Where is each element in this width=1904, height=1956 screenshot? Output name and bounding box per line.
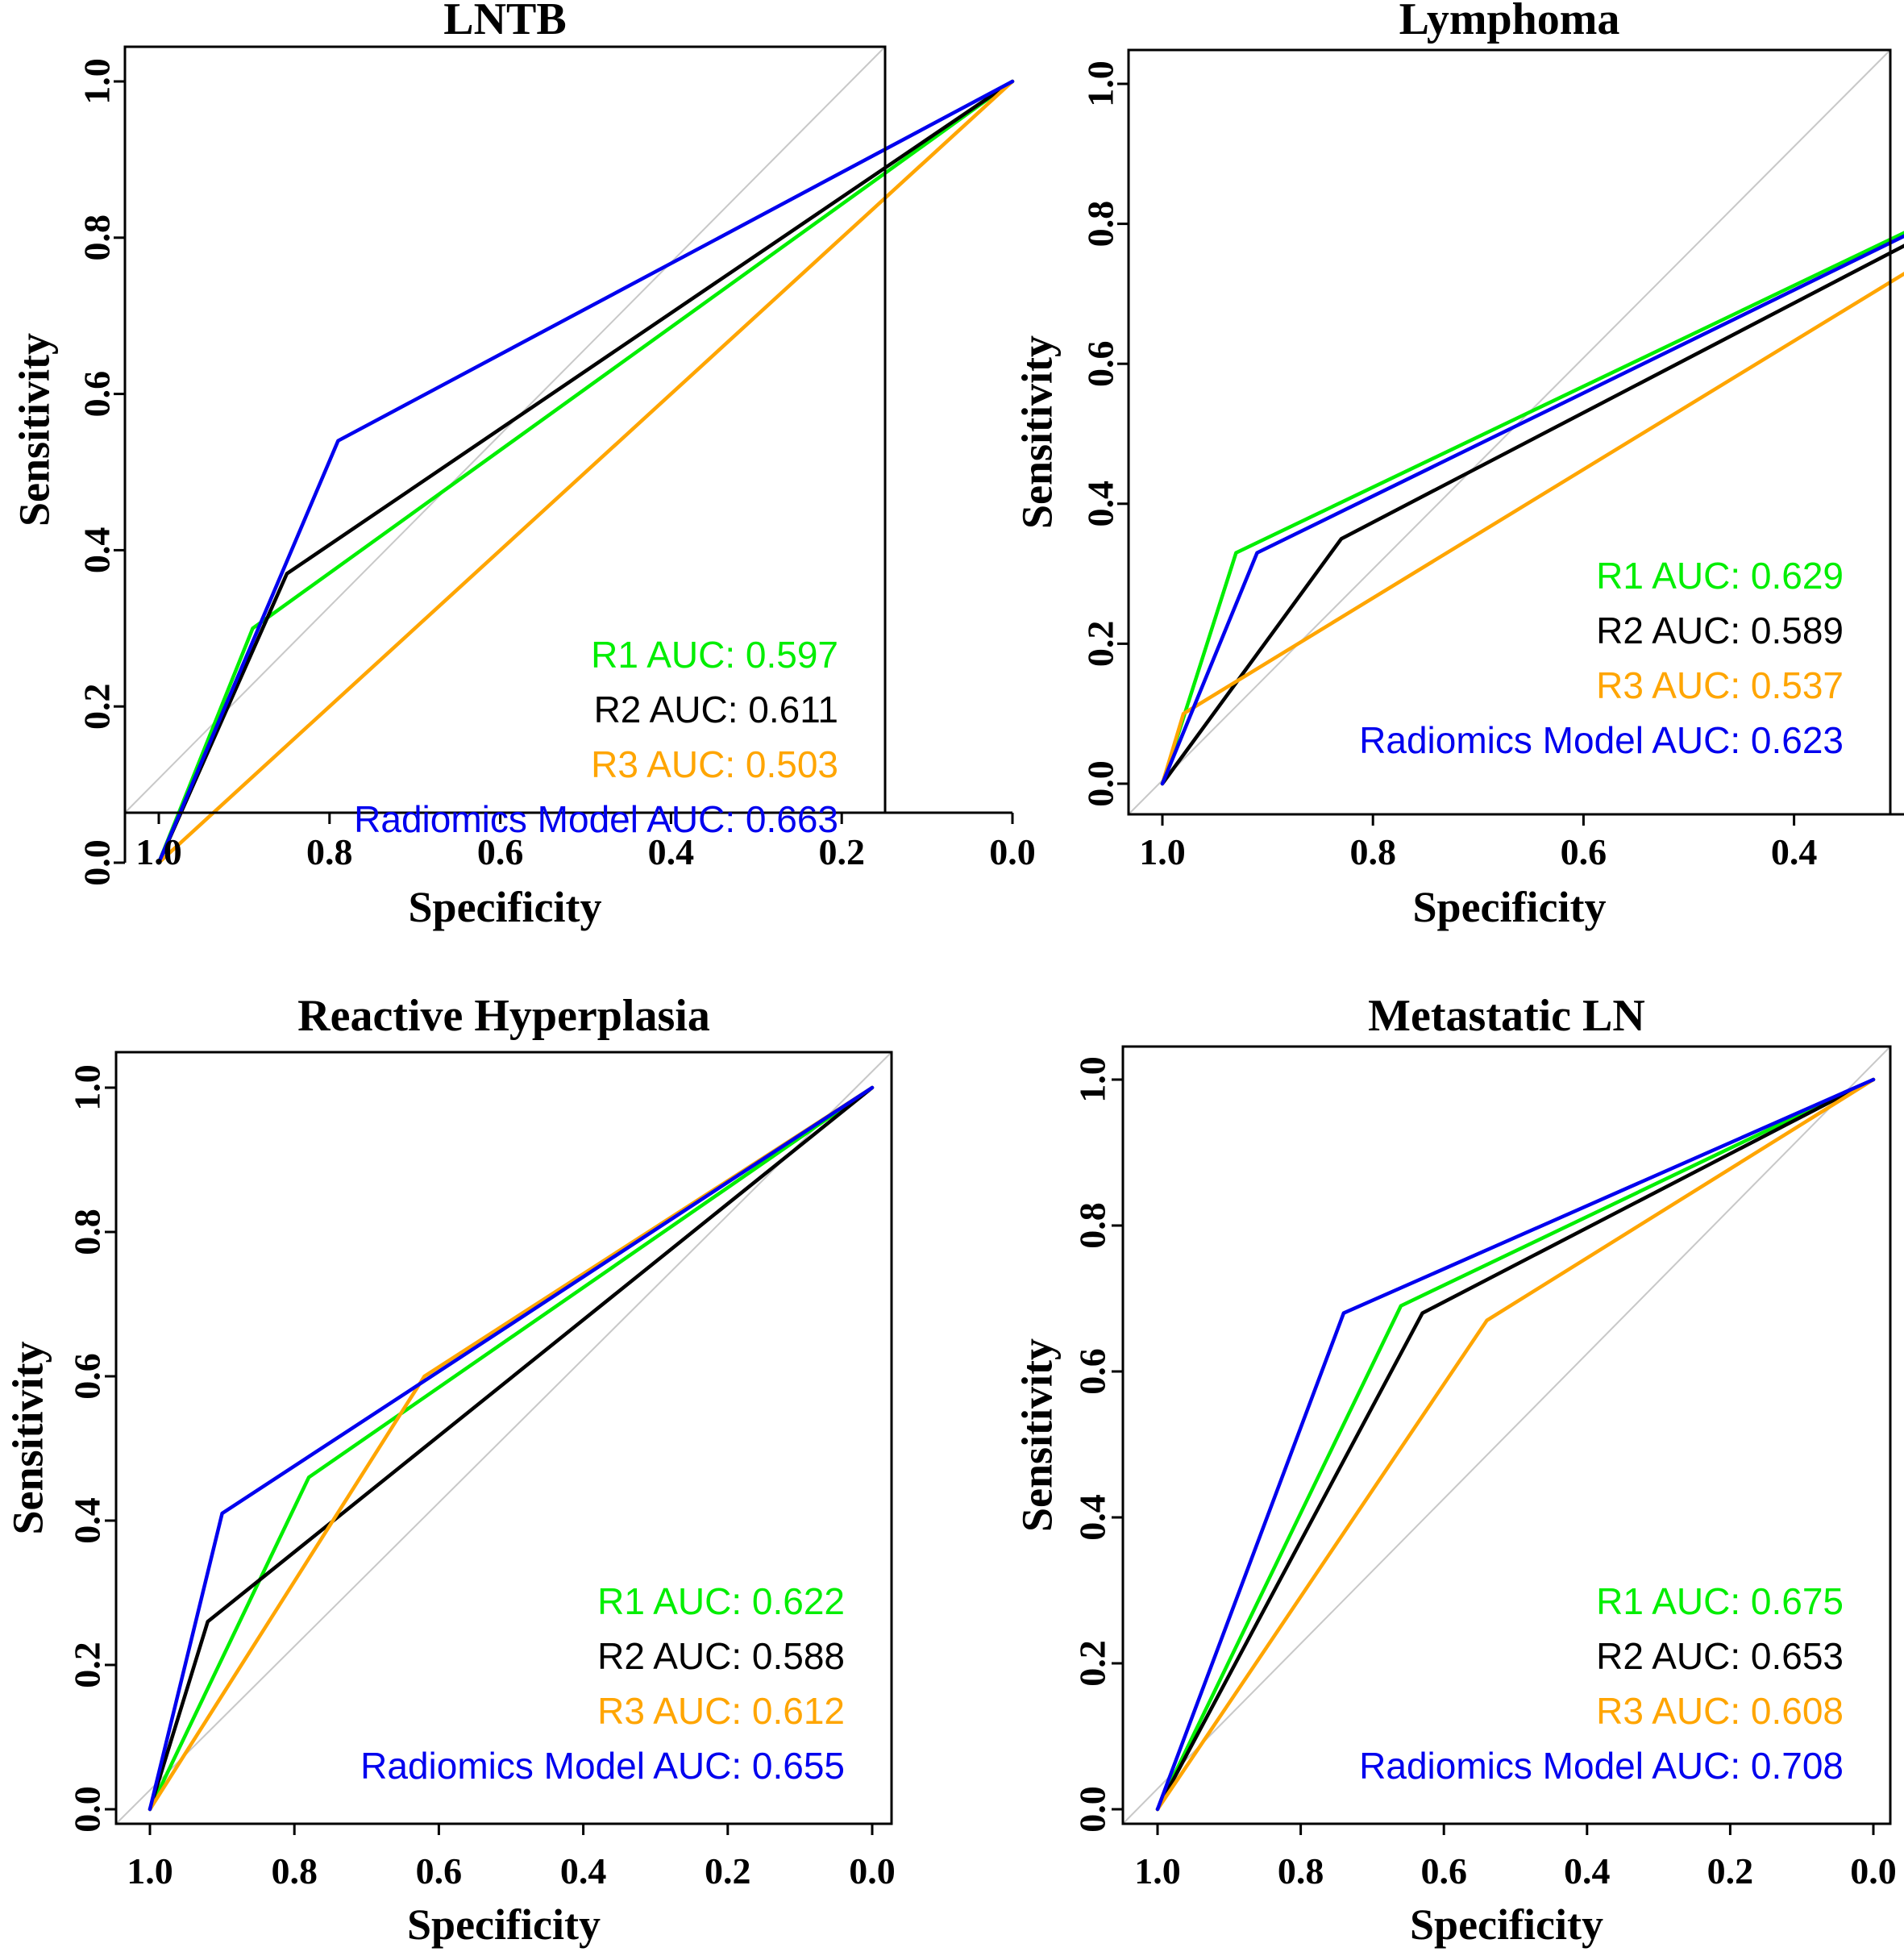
series-line-r2 — [148, 1085, 875, 1812]
x-tick-label: 1.0 — [1134, 1850, 1181, 1891]
y-tick-label: 0.8 — [1072, 1202, 1113, 1249]
x-tick-label: 0.0 — [849, 1850, 896, 1891]
x-tick-label: 0.8 — [1349, 831, 1396, 872]
legend-entry-r2: R2 AUC: 0.589 — [1596, 610, 1844, 651]
y-tick-label: 0.6 — [67, 1353, 108, 1400]
legend-entry-r3: R3 AUC: 0.537 — [1596, 664, 1844, 706]
roc-panel-4: Metastatic LN 1.0 0.8 0.6 0.4 0.2 0.0 0.0 0.2 0.4… — [1012, 991, 1896, 1949]
x-tick-label: 0.6 — [477, 831, 524, 872]
y-tick-label: 0.2 — [77, 683, 118, 730]
reference-diagonal — [124, 46, 886, 814]
series-line-radiomics-model — [1160, 234, 1904, 786]
y-tick-label: 0.6 — [77, 371, 118, 417]
y-tick-label: 0.8 — [77, 214, 118, 261]
reference-diagonal — [115, 1051, 892, 1825]
y-axis-label: Sensitivity — [1012, 1338, 1061, 1532]
x-tick-label: 1.0 — [127, 1850, 173, 1891]
y-tick-label: 0.0 — [1080, 760, 1121, 807]
y-tick-label: 0.4 — [77, 527, 118, 574]
legend-entry-r1: R1 AUC: 0.597 — [591, 634, 838, 676]
x-tick-label: 0.4 — [1564, 1850, 1611, 1891]
series-line-r2 — [1155, 1077, 1876, 1812]
series-line-r1 — [148, 1085, 875, 1812]
x-axis-label: Specificity — [409, 883, 602, 931]
y-axis-label: Sensitivity — [10, 333, 58, 526]
chart-title: Reactive Hyperplasia — [297, 991, 710, 1041]
x-tick-label: 0.4 — [648, 831, 695, 872]
series-line-r3 — [1160, 271, 1904, 786]
legend-entry-r1: R1 AUC: 0.629 — [1596, 555, 1844, 597]
x-tick-label: 0.0 — [989, 831, 1036, 872]
y-tick-label: 1.0 — [1080, 60, 1121, 107]
roc-panel-3: Reactive Hyperplasia 1.0 0.8 0.6 0.4 0.2 0.0 0.… — [3, 991, 895, 1949]
y-axis-label: Sensitivity — [3, 1341, 52, 1534]
x-tick-label: 0.8 — [1278, 1850, 1324, 1891]
legend-entry-r1: R1 AUC: 0.622 — [597, 1580, 845, 1622]
x-tick-label: 0.8 — [306, 831, 353, 872]
series-line-r3 — [1155, 1077, 1876, 1812]
x-tick-label: 0.6 — [416, 1850, 463, 1891]
legend-entry-r1: R1 AUC: 0.675 — [1596, 1580, 1844, 1622]
x-tick-label: 0.6 — [1420, 1850, 1467, 1891]
series-line-radiomics-model — [1155, 1077, 1876, 1812]
x-axis-label: Specificity — [1410, 1900, 1603, 1949]
legend-entry-r2: R2 AUC: 0.611 — [594, 689, 838, 730]
series-line-r3 — [156, 79, 1015, 865]
x-tick-label: 0.8 — [271, 1850, 318, 1891]
x-tick-label: 0.2 — [705, 1850, 751, 1891]
y-tick-label: 0.2 — [1080, 621, 1121, 668]
x-axis-label: Specificity — [407, 1900, 601, 1949]
series-line-r1 — [1155, 1077, 1876, 1812]
y-tick-label: 1.0 — [77, 58, 118, 105]
y-tick-label: 0.0 — [1072, 1786, 1113, 1833]
legend-entry-r2: R2 AUC: 0.588 — [597, 1635, 845, 1677]
roc-panel-1: LNTB 1.0 0.8 0.6 0.4 0.2 0.0 0.0 0.2 0.4 0.6 0.8 1.0… — [10, 0, 1035, 931]
x-tick-label: 0.4 — [560, 1850, 607, 1891]
series-line-radiomics-model — [156, 79, 1015, 865]
y-tick-label: 0.4 — [1072, 1494, 1113, 1541]
legend-entry-r3: R3 AUC: 0.612 — [597, 1690, 845, 1732]
chart-title: Lymphoma — [1399, 0, 1620, 44]
legend-entry-radiomics-model: Radiomics Model AUC: 0.708 — [1359, 1745, 1844, 1787]
roc-panel-2: Lymphoma1.00.80.60.40.20.00.00.20.40.60.… — [1012, 0, 1904, 931]
y-tick-label: 0.8 — [1080, 201, 1121, 248]
x-tick-label: 0.0 — [1850, 1850, 1897, 1891]
y-tick-label: 0.6 — [1080, 340, 1121, 387]
legend-entry-r3: R3 AUC: 0.503 — [591, 743, 838, 785]
reference-diagonal — [1128, 49, 1891, 815]
x-tick-label: 0.6 — [1561, 831, 1607, 872]
y-tick-label: 1.0 — [1072, 1056, 1113, 1103]
chart-title: Metastatic LN — [1368, 991, 1645, 1041]
legend-entry-radiomics-model: Radiomics Model AUC: 0.655 — [360, 1745, 845, 1787]
legend-entry-radiomics-model: Radiomics Model AUC: 0.663 — [354, 798, 838, 840]
y-tick-label: 0.2 — [1072, 1640, 1113, 1687]
y-tick-label: 0.2 — [67, 1642, 108, 1688]
y-tick-label: 0.0 — [77, 839, 118, 886]
y-tick-label: 1.0 — [67, 1064, 108, 1111]
y-tick-label: 0.0 — [67, 1786, 108, 1833]
y-tick-label: 0.4 — [1080, 481, 1121, 527]
legend-entry-r3: R3 AUC: 0.608 — [1596, 1690, 1844, 1732]
series-line-r2 — [1160, 243, 1904, 786]
x-tick-label: 0.2 — [1707, 1850, 1754, 1891]
legend-entry-r2: R2 AUC: 0.653 — [1596, 1635, 1844, 1677]
chart-title: LNTB — [443, 0, 567, 44]
series-line-radiomics-model — [148, 1085, 875, 1812]
x-tick-label: 0.4 — [1771, 831, 1818, 872]
legend-entry-radiomics-model: Radiomics Model AUC: 0.623 — [1359, 719, 1844, 761]
x-tick-label: 0.2 — [818, 831, 865, 872]
x-axis-label: Specificity — [1413, 883, 1607, 931]
y-tick-label: 0.8 — [67, 1209, 108, 1255]
x-tick-label: 1.0 — [135, 831, 182, 872]
reference-diagonal — [1122, 1046, 1891, 1825]
y-axis-label: Sensitivity — [1012, 335, 1061, 529]
series-line-r1 — [1160, 231, 1904, 786]
x-tick-label: 1.0 — [1139, 831, 1186, 872]
y-tick-label: 0.4 — [67, 1497, 108, 1544]
y-tick-label: 0.6 — [1072, 1348, 1113, 1395]
